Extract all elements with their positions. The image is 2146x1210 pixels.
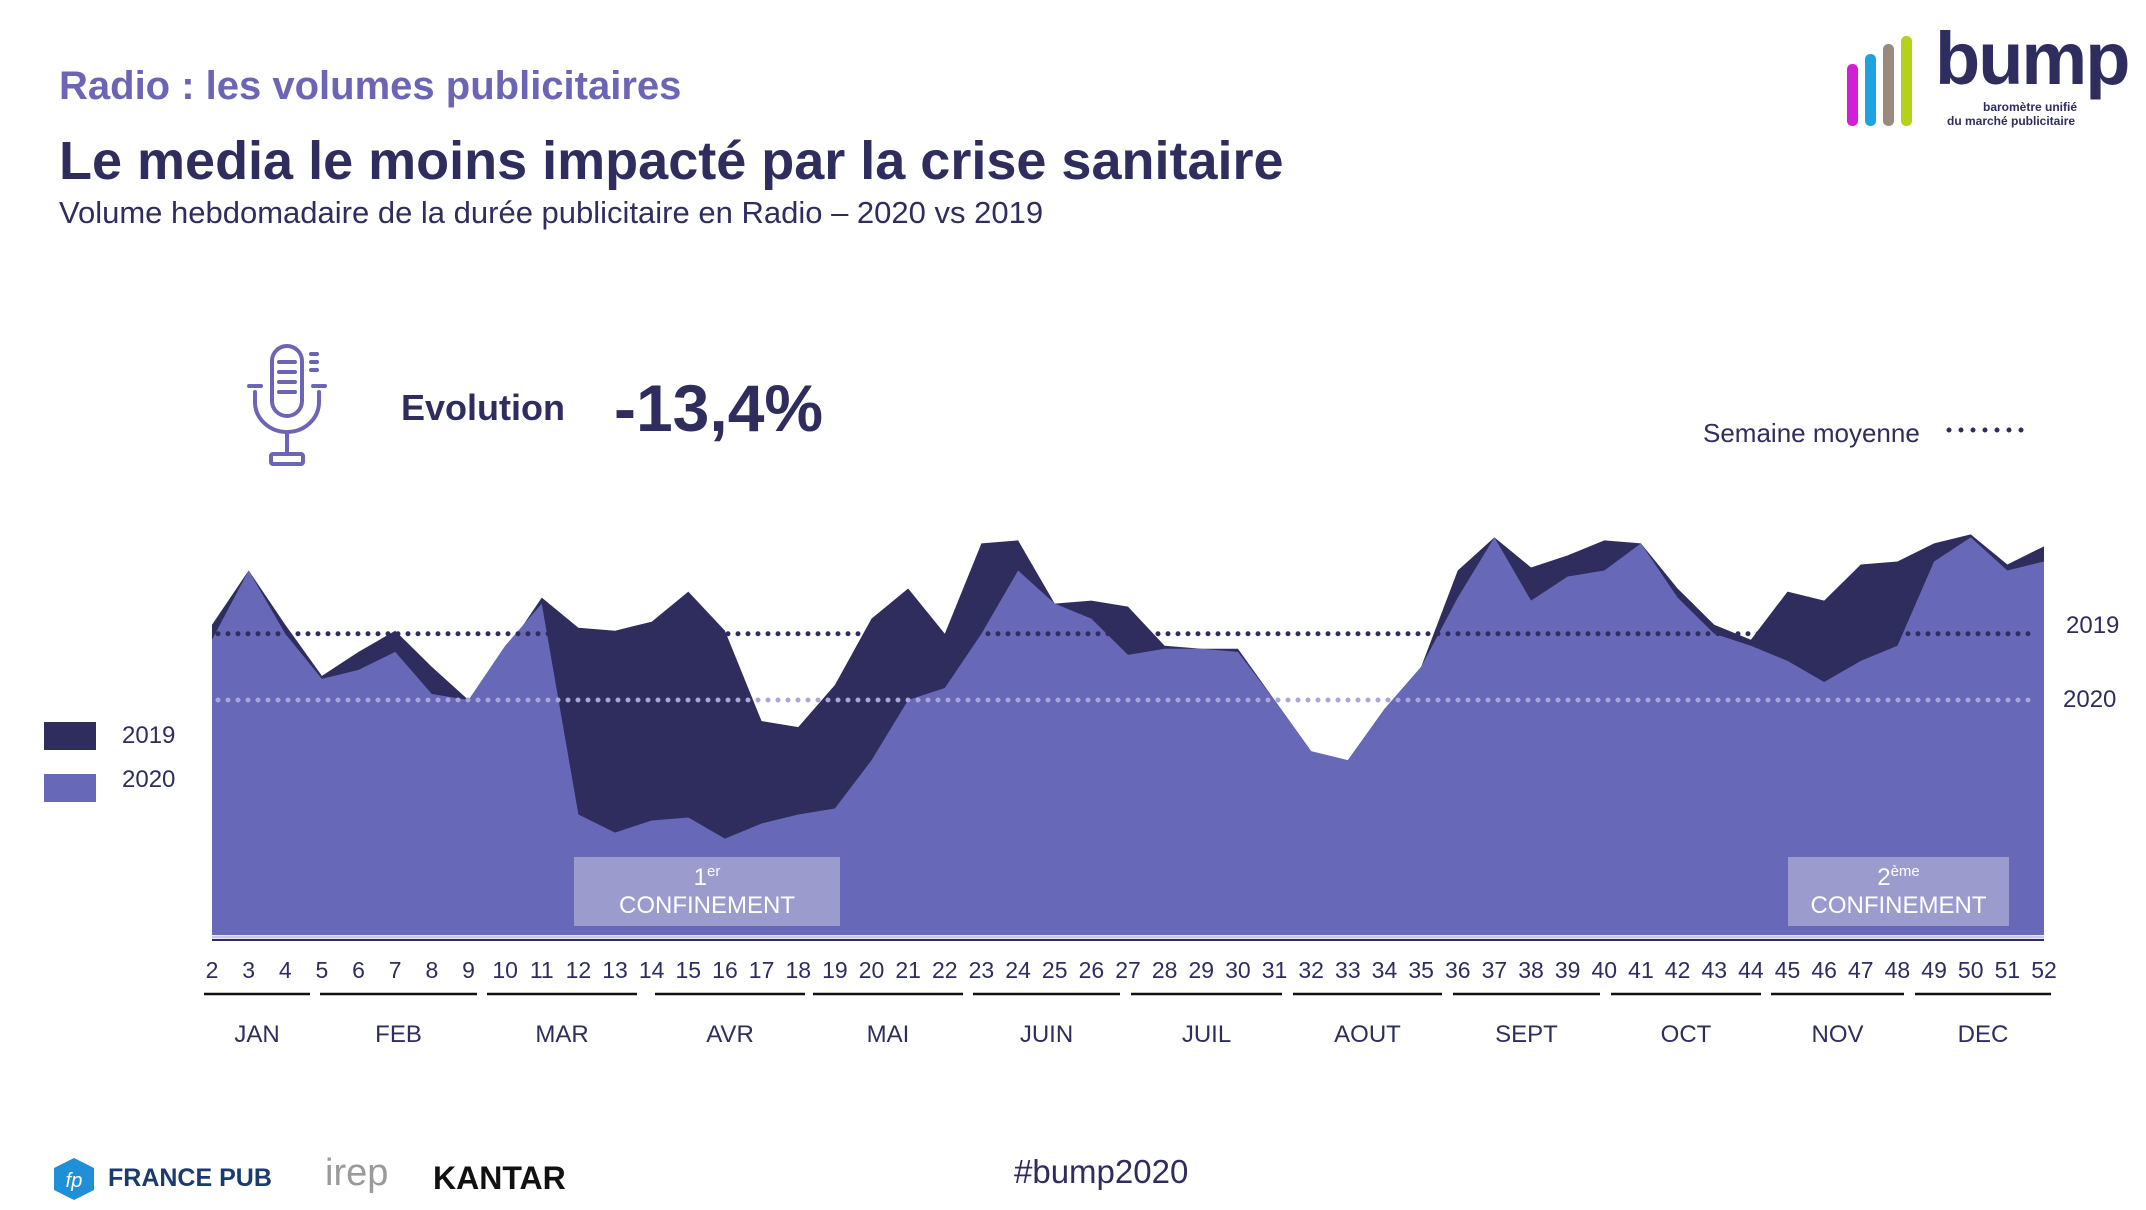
week-tick-label: 11 <box>530 957 554 983</box>
month-label: NOV <box>1811 1021 1863 1048</box>
week-tick-label: 9 <box>462 957 475 983</box>
week-tick-label: 43 <box>1701 957 1727 983</box>
week-tick-label: 10 <box>492 957 518 983</box>
bump-logo: bump baromètre unifié du marché publicit… <box>1843 17 2139 132</box>
week-tick-label: 20 <box>859 957 885 983</box>
bump-tagline-1: baromètre unifié <box>1983 100 2078 114</box>
week-tick-label: 42 <box>1665 957 1691 983</box>
week-tick-label: 8 <box>425 957 438 983</box>
week-tick-label: 25 <box>1042 957 1068 983</box>
month-label: JUIL <box>1182 1021 1231 1048</box>
month-label: MAI <box>867 1021 910 1048</box>
annotation-text: CONFINEMENT <box>1810 891 1987 919</box>
annotation-text: CONFINEMENT <box>619 891 795 919</box>
week-tick-label: 30 <box>1225 957 1251 983</box>
week-tick-label: 29 <box>1188 957 1214 983</box>
week-tick-label: 23 <box>969 957 995 983</box>
legend-label-2020: 2020 <box>122 766 176 793</box>
week-tick-label: 31 <box>1262 957 1288 983</box>
month-label: DEC <box>1958 1021 2009 1048</box>
annotation-ordinal: 2 <box>1877 864 1891 891</box>
page-title: Le media le moins impacté par la crise s… <box>59 131 1284 191</box>
microphone-icon <box>247 344 327 466</box>
irep-logo: irep <box>325 1152 389 1194</box>
week-tick-label: 21 <box>895 957 921 983</box>
week-tick-label: 18 <box>785 957 811 983</box>
week-tick-label: 41 <box>1628 957 1654 983</box>
second-lockdown-annotation: 2ème CONFINEMENT <box>1788 857 2009 926</box>
week-tick-label: 32 <box>1298 957 1324 983</box>
week-tick-label: 27 <box>1115 957 1141 983</box>
week-tick-label: 51 <box>1995 957 2021 983</box>
week-tick-label: 35 <box>1408 957 1434 983</box>
chart-subtitle: Volume hebdomadaire de la durée publicit… <box>59 195 1044 230</box>
month-label: AOUT <box>1334 1021 1401 1048</box>
week-tick-label: 38 <box>1518 957 1544 983</box>
annotation-sup: ème <box>1890 863 1920 880</box>
week-tick-label: 12 <box>566 957 592 983</box>
week-tick-label: 15 <box>676 957 702 983</box>
month-label: SEPT <box>1495 1021 1558 1048</box>
week-tick-label: 36 <box>1445 957 1471 983</box>
month-label: FEB <box>375 1021 422 1048</box>
evolution-label: Evolution <box>401 387 565 428</box>
week-tick-label: 5 <box>316 957 329 983</box>
week-tick-label: 6 <box>352 957 365 983</box>
week-tick-label: 3 <box>242 957 255 983</box>
month-label: MAR <box>535 1021 588 1048</box>
week-tick-label: 13 <box>602 957 628 983</box>
average-label-2019: 2019 <box>2066 612 2120 639</box>
week-tick-label: 19 <box>822 957 848 983</box>
week-tick-label: 44 <box>1738 957 1764 983</box>
week-tick-label: 33 <box>1335 957 1361 983</box>
week-tick-label: 22 <box>932 957 958 983</box>
first-lockdown-annotation: 1er CONFINEMENT <box>574 857 840 926</box>
average-legend-label: Semaine moyenne <box>1703 418 1920 448</box>
area-series-2020 <box>212 537 2044 935</box>
france-pub-logo: FRANCE PUB <box>108 1164 272 1192</box>
week-tick-label: 45 <box>1775 957 1801 983</box>
week-tick-label: 40 <box>1592 957 1618 983</box>
average-legend-dots <box>1946 427 2034 433</box>
week-tick-label: 4 <box>279 957 292 983</box>
evolution-value: -13,4% <box>614 371 824 445</box>
week-tick-label: 48 <box>1885 957 1911 983</box>
week-tick-label: 37 <box>1482 957 1508 983</box>
week-tick-label: 28 <box>1152 957 1178 983</box>
bump-wordmark: bump <box>1935 17 2130 100</box>
kicker-title: Radio : les volumes publicitaires <box>59 64 682 108</box>
bump-tagline-2: du marché publicitaire <box>1947 114 2076 128</box>
week-tick-label: 24 <box>1005 957 1031 983</box>
legend-label-2019: 2019 <box>122 722 176 749</box>
week-tick-label: 50 <box>1958 957 1984 983</box>
week-tick-label: 2 <box>206 957 219 983</box>
week-tick-label: 39 <box>1555 957 1581 983</box>
france-pub-logo-icon: fp <box>54 1158 94 1200</box>
month-label: JUIN <box>1020 1021 1073 1048</box>
week-tick-label: 7 <box>389 957 402 983</box>
week-tick-label: 49 <box>1921 957 1947 983</box>
week-tick-label: 17 <box>749 957 775 983</box>
week-tick-label: 16 <box>712 957 738 983</box>
month-label: JAN <box>234 1021 279 1048</box>
annotation-ordinal: 1 <box>693 864 707 891</box>
week-tick-label: 46 <box>1811 957 1837 983</box>
annotation-sup: er <box>707 863 721 880</box>
month-label: AVR <box>706 1021 754 1048</box>
legend-swatch-2019 <box>44 722 96 750</box>
week-tick-label: 47 <box>1848 957 1874 983</box>
week-tick-label: 26 <box>1079 957 1105 983</box>
week-tick-label: 14 <box>639 957 665 983</box>
month-label: OCT <box>1661 1021 1712 1048</box>
svg-text:fp: fp <box>66 1170 83 1192</box>
kantar-logo: KANTAR <box>433 1160 566 1196</box>
legend-swatch-2020 <box>44 774 96 802</box>
average-label-2020: 2020 <box>2063 686 2117 713</box>
hashtag: #bump2020 <box>1014 1153 1189 1190</box>
week-tick-label: 52 <box>2031 957 2057 983</box>
bump-bars-icon <box>1847 36 1912 126</box>
week-tick-label: 34 <box>1372 957 1398 983</box>
